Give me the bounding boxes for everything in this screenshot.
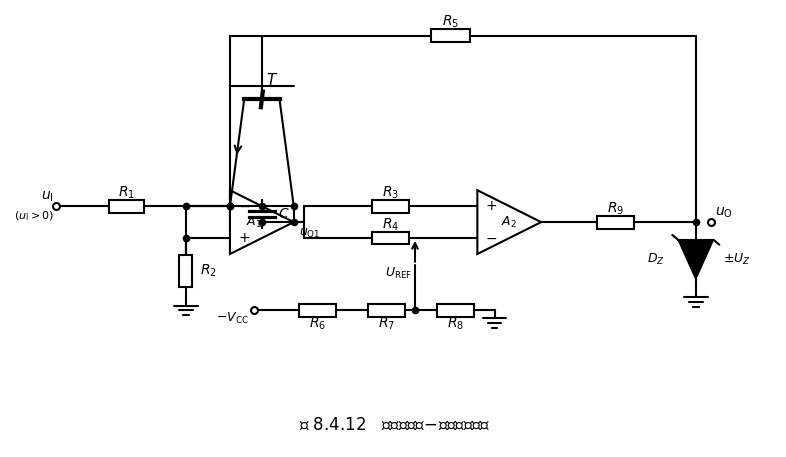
Bar	[372, 200, 410, 213]
Text: $u_{\rm I}$: $u_{\rm I}$	[41, 189, 53, 203]
Text: $-V_{\rm CC}$: $-V_{\rm CC}$	[216, 311, 249, 326]
Text: $R_1$: $R_1$	[118, 184, 135, 201]
Bar	[108, 200, 144, 213]
Text: $R_9$: $R_9$	[607, 200, 624, 217]
Bar	[372, 232, 410, 244]
Bar	[436, 304, 474, 317]
Text: $R_5$: $R_5$	[442, 14, 459, 30]
Text: $R_4$: $R_4$	[382, 216, 399, 233]
Text: $+$: $+$	[238, 231, 250, 245]
Text: $D_Z$: $D_Z$	[647, 252, 664, 267]
Text: $U_{\rm REF}$: $U_{\rm REF}$	[385, 266, 412, 281]
Text: $R_3$: $R_3$	[382, 184, 399, 201]
Text: $\pm U_Z$: $\pm U_Z$	[723, 252, 751, 267]
Text: $+$: $+$	[485, 199, 498, 213]
Bar	[431, 29, 470, 42]
Text: T: T	[266, 73, 276, 88]
Text: $R_2$: $R_2$	[200, 263, 216, 279]
Bar	[299, 304, 336, 317]
Text: $u_{\rm O}$: $u_{\rm O}$	[715, 205, 733, 219]
Text: $C$: $C$	[277, 207, 289, 221]
Text: $R_8$: $R_8$	[446, 316, 464, 332]
Text: $-$: $-$	[485, 231, 498, 245]
Bar	[368, 304, 406, 317]
Bar	[179, 255, 192, 287]
Text: $u_{\rm O1}$: $u_{\rm O1}$	[299, 227, 320, 240]
Text: $R_7$: $R_7$	[378, 316, 395, 332]
Text: $-$: $-$	[238, 199, 250, 213]
Text: $R_6$: $R_6$	[309, 316, 326, 332]
Bar	[597, 216, 634, 228]
Text: $(u_{\rm I}>0)$: $(u_{\rm I}>0)$	[13, 209, 53, 223]
Text: $A_1$: $A_1$	[246, 215, 262, 230]
Text: $A_2$: $A_2$	[501, 215, 517, 230]
Polygon shape	[678, 240, 714, 279]
Text: 图 8.4.12   复位式电压$\!-\!$频率转换电路: 图 8.4.12 复位式电压$\!-\!$频率转换电路	[299, 416, 490, 434]
